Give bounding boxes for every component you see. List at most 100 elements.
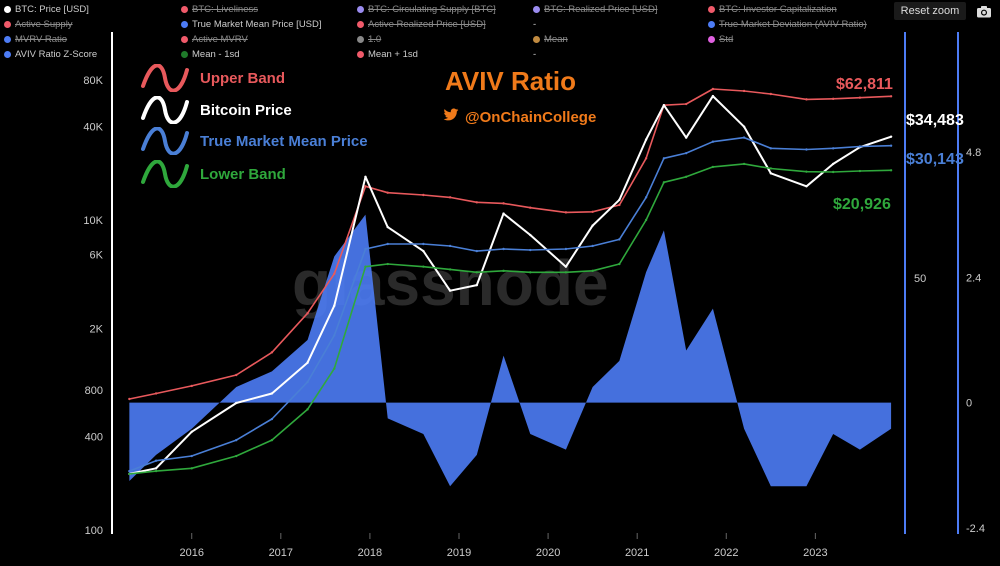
legend-label: - — [533, 49, 537, 60]
legend-item[interactable]: Mean + 1sd — [357, 49, 418, 60]
data-point — [333, 334, 336, 337]
legend-dot — [4, 6, 11, 13]
legend-item[interactable]: BTC: Investor Capitalization — [708, 4, 837, 15]
wave-icon — [141, 160, 189, 188]
data-point — [805, 148, 808, 151]
data-point — [618, 238, 621, 241]
data-point — [662, 157, 666, 160]
legend-item[interactable]: Active Realized Price [USD] — [357, 19, 486, 30]
y-tick-label: 100 — [85, 525, 103, 537]
legend-item[interactable]: MVRV Ratio — [4, 34, 67, 45]
data-point — [190, 384, 193, 388]
legend-item[interactable]: BTC: Realized Price [USD] — [533, 4, 658, 15]
data-point — [662, 181, 666, 184]
data-point — [805, 185, 808, 188]
legend-label: BTC: Circulating Supply [BTC] — [368, 4, 496, 15]
data-point — [448, 289, 452, 292]
data-point — [769, 147, 773, 150]
data-point — [502, 247, 505, 251]
data-point — [190, 467, 193, 470]
legend-item[interactable]: BTC: Price [USD] — [4, 4, 89, 15]
data-point — [306, 408, 309, 411]
y-tick-label: 400 — [85, 432, 103, 444]
data-point — [529, 233, 532, 237]
data-point — [858, 145, 862, 148]
data-point — [270, 351, 274, 354]
data-point — [422, 249, 425, 253]
y-tick-label: 800 — [85, 385, 103, 397]
data-point — [769, 167, 773, 170]
data-point — [742, 89, 746, 93]
legend-label: Active MVRV — [192, 34, 248, 45]
zscore-tick-label: -2.4 — [966, 523, 985, 535]
data-point — [889, 135, 893, 138]
zscore-area — [129, 214, 892, 487]
x-tick-label: 2021 — [625, 547, 649, 559]
legend-item[interactable]: Active Supply — [4, 19, 73, 30]
legend-item[interactable]: Std — [708, 34, 733, 45]
data-point — [805, 170, 808, 173]
y-tick-label: 80K — [83, 75, 103, 87]
data-point — [333, 367, 336, 370]
data-point — [618, 198, 621, 201]
reset-zoom-button[interactable]: Reset zoom — [894, 2, 966, 20]
data-point — [502, 269, 505, 273]
overlay-handle: @OnChainCollege — [443, 108, 596, 126]
legend-item[interactable]: BTC: Liveliness — [181, 4, 258, 15]
zscore-tick-label: 2.4 — [966, 272, 981, 284]
legend-label: Active Supply — [15, 19, 73, 30]
data-point — [662, 104, 666, 107]
legend-item[interactable]: 1.0 — [357, 34, 381, 45]
legend-label: Mean + 1sd — [368, 49, 418, 60]
data-point — [742, 125, 746, 128]
data-point — [333, 272, 336, 275]
data-point — [529, 206, 532, 209]
data-point — [386, 225, 389, 229]
legend-item[interactable]: Mean — [533, 34, 568, 45]
data-point — [858, 169, 862, 173]
upper-band-value: $62,811 — [836, 76, 893, 93]
x-tick-label: 2019 — [447, 547, 471, 559]
data-point — [306, 380, 309, 384]
legend-label: MVRV Ratio — [15, 34, 68, 45]
key-label: Upper Band — [200, 69, 286, 87]
data-point — [889, 169, 893, 172]
camera-icon[interactable] — [974, 2, 994, 20]
data-point — [475, 201, 479, 204]
data-point — [805, 98, 808, 101]
zscore-tick-label: 4.8 — [966, 147, 981, 159]
legend-item[interactable]: Active MVRV — [181, 34, 248, 45]
legend-item[interactable]: True Market Deviation (AVIV Ratio) — [708, 19, 867, 30]
data-point — [831, 170, 835, 174]
overlay-handle-text: @OnChainCollege — [465, 108, 597, 126]
data-point — [529, 271, 532, 274]
data-point — [889, 95, 893, 98]
price-value: $34,483 — [906, 112, 964, 129]
data-point — [502, 202, 505, 205]
legend-dot — [357, 6, 364, 13]
x-tick-label: 2017 — [269, 547, 293, 559]
legend-item[interactable]: - — [533, 19, 536, 30]
legend-item[interactable]: True Market Mean Price [USD] — [181, 19, 322, 30]
data-point — [475, 283, 479, 287]
legend-item[interactable]: - — [533, 49, 536, 60]
data-point — [684, 175, 688, 178]
legend-dot — [181, 36, 188, 43]
data-point — [364, 247, 367, 251]
x-tick-label: 2020 — [536, 547, 560, 559]
key-label: Lower Band — [200, 165, 286, 183]
data-point — [128, 472, 131, 476]
legend-item[interactable]: AVIV Ratio Z-Score — [4, 49, 97, 60]
data-point — [769, 172, 773, 175]
data-point — [306, 312, 309, 315]
legend-item[interactable]: Mean - 1sd — [181, 49, 240, 60]
key-item: True Market Mean Price — [140, 127, 368, 155]
legend-dot — [533, 6, 540, 13]
legend-item[interactable]: BTC: Circulating Supply [BTC] — [357, 4, 496, 15]
data-point — [831, 147, 835, 150]
data-point — [422, 265, 425, 268]
data-point — [422, 193, 425, 197]
legend-dot — [357, 51, 364, 58]
legend-dot — [181, 51, 188, 58]
